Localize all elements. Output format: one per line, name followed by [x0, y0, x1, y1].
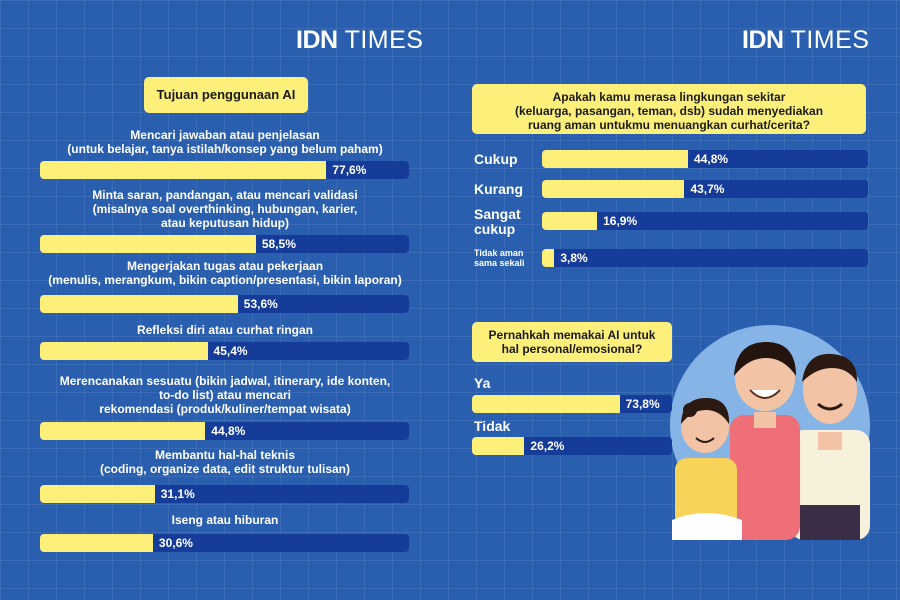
chart2-bar	[542, 150, 689, 168]
chart2-data-label: 3,8%	[560, 251, 588, 265]
chart1-bar-track: 77,6%	[40, 161, 409, 179]
chart3-title: Pernahkah memakai AI untuk hal personal/…	[472, 322, 672, 362]
chart1-bar-track: 31,1%	[40, 485, 409, 503]
chart3-data-label: 26,2%	[530, 439, 565, 453]
logo-bold: IDN	[296, 26, 338, 54]
chart1-data-label: 31,1%	[160, 487, 195, 501]
chart1-bar-track: 58,5%	[40, 235, 409, 253]
chart1-data-label: 45,4%	[213, 344, 248, 358]
mother-figure	[730, 342, 800, 540]
idn-times-logo-left: IDN TIMES	[296, 26, 423, 55]
chart3-bar	[472, 395, 620, 413]
chart1-data-label: 30,6%	[158, 536, 193, 550]
chart2-bar-track: 43,7%	[542, 180, 868, 198]
idn-times-logo-right: IDN TIMES	[742, 26, 869, 55]
chart1-category-label: Refleksi diri atau curhat ringan	[136, 323, 314, 337]
chart1-title: Tujuan penggunaan AI	[144, 77, 308, 113]
logo-bold: IDN	[742, 26, 784, 54]
chart2-bar	[542, 180, 685, 198]
chart1-bar	[40, 235, 256, 253]
chart1-data-label: 77,6%	[332, 163, 367, 177]
chart1-category-label: Mengerjakan tugas atau pekerjaan (menuli…	[48, 259, 402, 287]
chart3-bar-track: 26,2%	[472, 437, 672, 455]
chart1-category-label: Merencanakan sesuatu (bikin jadwal, itin…	[59, 374, 391, 416]
chart2-bar-track: 3,8%	[542, 249, 868, 267]
chart3-bar	[472, 437, 525, 455]
logo-light: TIMES	[790, 26, 870, 54]
logo-light: TIMES	[344, 26, 424, 54]
chart1-bar	[40, 342, 208, 360]
chart2-bar	[542, 249, 555, 267]
chart3-bar-track: 73,8%	[472, 395, 672, 413]
father-figure	[790, 353, 870, 540]
chart1-category-label: Membantu hal-hal teknis (coding, organiz…	[99, 448, 351, 476]
chart1-data-label: 53,6%	[243, 297, 278, 311]
chart2-category-label: Kurang	[474, 181, 523, 197]
family-illustration	[670, 325, 870, 540]
chart2-category-label: Sangat cukup	[474, 206, 521, 237]
chart1-bar-track: 45,4%	[40, 342, 409, 360]
chart2-category-label: Cukup	[474, 151, 518, 167]
chart2-title: Apakah kamu merasa lingkungan sekitar (k…	[472, 84, 866, 134]
chart1-category-label: Iseng atau hiburan	[171, 513, 279, 527]
chart2-bar-track: 16,9%	[542, 212, 868, 230]
chart1-data-label: 58,5%	[261, 237, 296, 251]
chart2-data-label: 43,7%	[690, 182, 725, 196]
chart2-category-label: Tidak aman sama sekali	[474, 248, 525, 268]
chart2-data-label: 16,9%	[603, 214, 638, 228]
chart1-bar-track: 30,6%	[40, 534, 409, 552]
chart1-bar	[40, 485, 155, 503]
chart1-bar-track: 44,8%	[40, 422, 409, 440]
daughter-figure	[672, 398, 742, 540]
chart3-data-label: 73,8%	[625, 397, 660, 411]
chart1-bar	[40, 422, 206, 440]
chart1-category-label: Minta saran, pandangan, atau mencari val…	[92, 188, 358, 230]
chart1-category-label: Mencari jawaban atau penjelasan (untuk b…	[67, 128, 383, 156]
chart1-bar	[40, 534, 153, 552]
chart1-bar	[40, 161, 327, 179]
chart3-category-label: Ya	[474, 375, 491, 391]
chart1-bar-track: 53,6%	[40, 295, 409, 313]
chart2-bar-track: 44,8%	[542, 150, 868, 168]
chart1-bar	[40, 295, 238, 313]
chart2-bar	[542, 212, 598, 230]
chart3-category-label: Tidak	[474, 418, 511, 434]
chart2-data-label: 44,8%	[694, 152, 729, 166]
chart1-data-label: 44,8%	[211, 424, 246, 438]
